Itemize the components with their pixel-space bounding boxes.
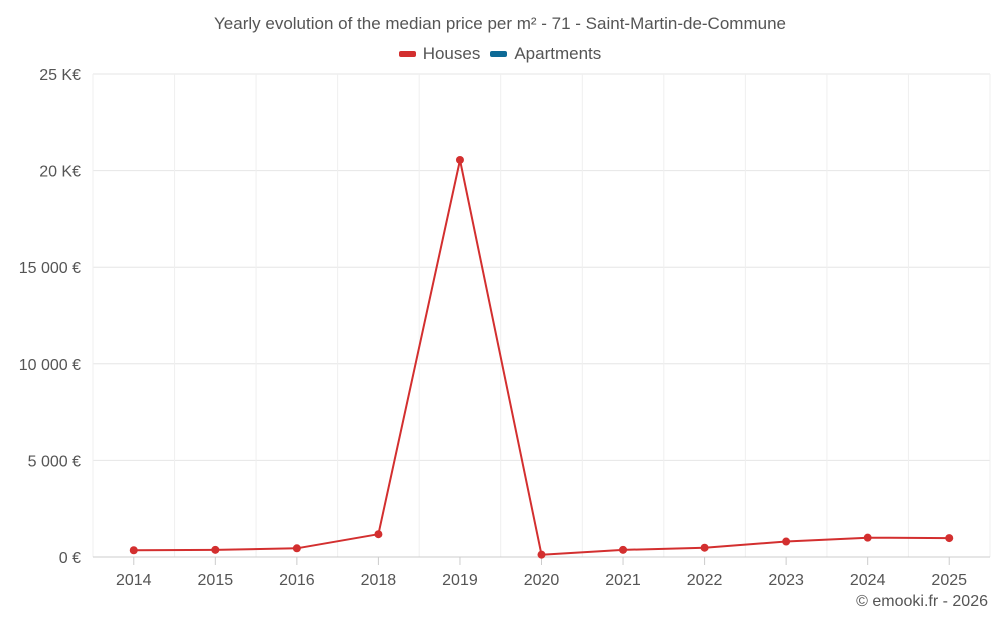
data-point [129, 546, 138, 555]
data-point [455, 155, 464, 164]
y-tick-label: 0 € [59, 550, 81, 567]
data-point [619, 545, 628, 554]
legend-label-apartments: Apartments [514, 44, 602, 63]
data-point [292, 544, 301, 553]
x-tick-label: 2022 [687, 572, 723, 589]
data-point [211, 545, 220, 554]
data-point [700, 543, 709, 552]
legend-label-houses: Houses [422, 44, 481, 63]
legend-item-houses[interactable]: Houses [398, 44, 481, 64]
x-tick-label: 2024 [850, 572, 886, 589]
chart-title: Yearly evolution of the median price per… [214, 14, 786, 33]
x-tick-label: 2025 [931, 572, 967, 589]
data-point [537, 550, 546, 559]
credit-text: © emooki.fr - 2026 [856, 593, 988, 610]
x-tick-label: 2020 [524, 572, 560, 589]
x-tick-label: 2021 [605, 572, 641, 589]
y-tick-label: 15 000 € [19, 260, 81, 277]
x-tick-label: 2019 [442, 572, 478, 589]
legend: Houses Apartments [0, 44, 1000, 64]
x-tick-label: 2014 [116, 572, 152, 589]
data-point [863, 533, 872, 542]
y-tick-label: 20 K€ [39, 164, 81, 181]
x-tick-label: 2018 [361, 572, 397, 589]
y-tick-label: 25 K€ [39, 67, 81, 84]
data-point [374, 530, 383, 539]
data-point [782, 537, 791, 546]
legend-swatch-houses [398, 51, 416, 57]
x-tick-label: 2023 [768, 572, 804, 589]
x-tick-label: 2015 [198, 572, 234, 589]
y-tick-label: 10 000 € [19, 357, 81, 374]
data-point [945, 534, 954, 543]
legend-item-apartments[interactable]: Apartments [490, 44, 601, 64]
x-tick-label: 2016 [279, 572, 315, 589]
y-tick-label: 5 000 € [28, 453, 81, 470]
legend-swatch-apartments [490, 51, 508, 57]
